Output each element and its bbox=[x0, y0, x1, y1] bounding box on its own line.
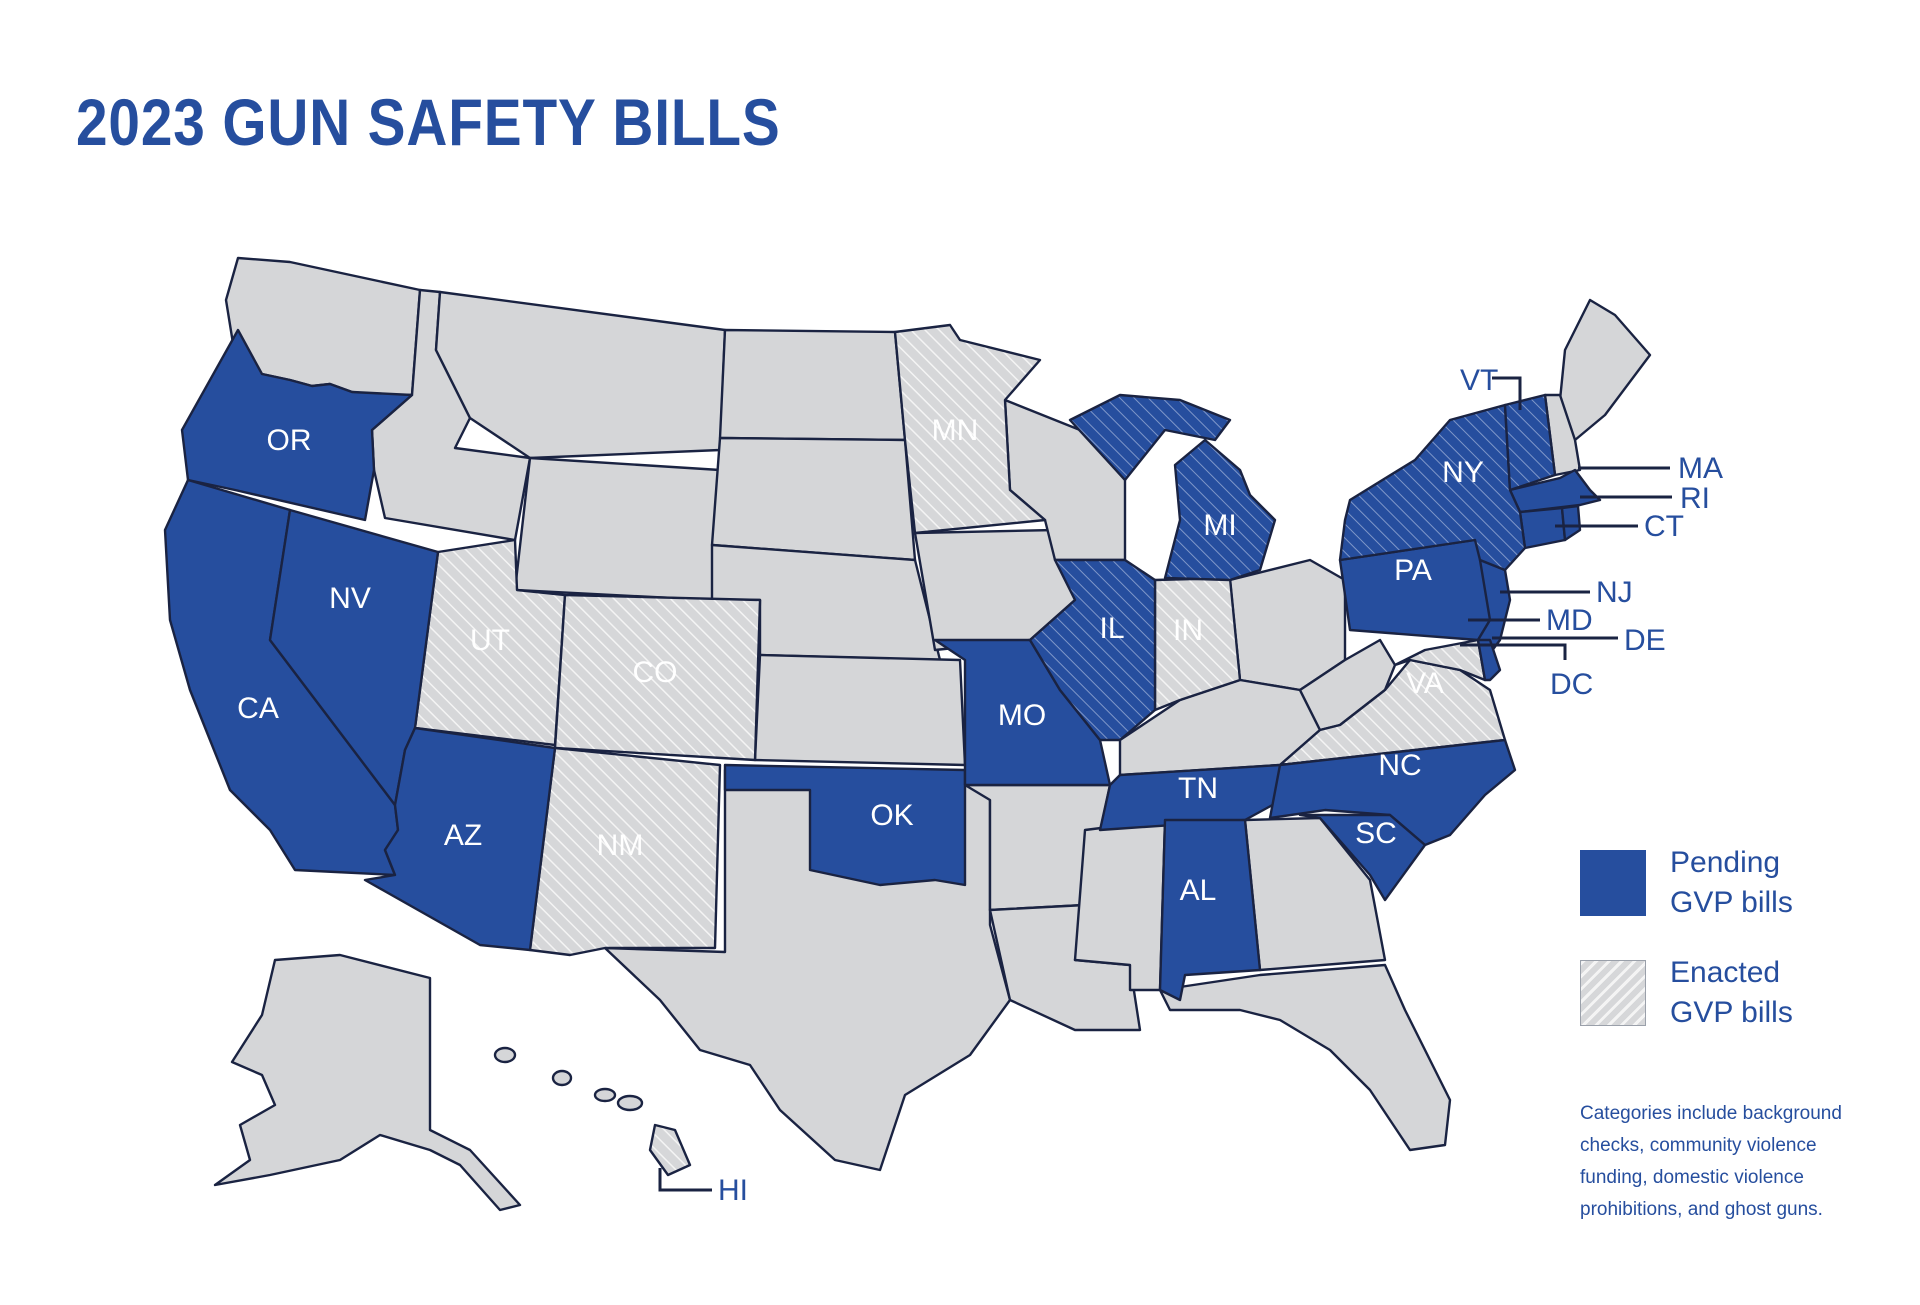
enacted-swatch bbox=[1580, 960, 1646, 1026]
state-CT bbox=[1518, 506, 1567, 550]
label-AL: AL bbox=[1180, 874, 1217, 907]
state-DE bbox=[1476, 638, 1502, 682]
leader-DC bbox=[1460, 643, 1567, 660]
label-PA: PA bbox=[1394, 554, 1432, 587]
state-NY bbox=[1338, 403, 1527, 572]
label-MN: MN bbox=[932, 414, 979, 447]
page-title: 2023 GUN SAFETY BILLS bbox=[76, 85, 781, 159]
label-MD: MD bbox=[1546, 604, 1593, 637]
legend-item-enacted: Enacted GVP bills bbox=[1580, 956, 1830, 1029]
legend: Pending GVP bills Enacted GVP bills bbox=[1580, 846, 1830, 1070]
state-OK bbox=[723, 763, 967, 887]
label-HI: HI bbox=[718, 1174, 748, 1207]
label-CA: CA bbox=[237, 692, 279, 725]
hi-island-4 bbox=[616, 1094, 644, 1112]
label-CT: CT bbox=[1644, 510, 1684, 543]
state-AZ bbox=[363, 726, 557, 952]
label-VT: VT bbox=[1460, 364, 1498, 397]
label-IL: IL bbox=[1099, 612, 1124, 645]
state-HI bbox=[648, 1123, 692, 1177]
legend-pending-label: Pending GVP bills bbox=[1670, 846, 1793, 919]
legend-item-pending: Pending GVP bills bbox=[1580, 846, 1830, 919]
state-WY bbox=[513, 456, 722, 602]
state-AL bbox=[1158, 818, 1262, 1002]
state-MN bbox=[893, 323, 1047, 535]
label-SC: SC bbox=[1355, 817, 1397, 850]
hi-island-3 bbox=[593, 1087, 617, 1103]
state-SD bbox=[710, 436, 917, 562]
state-IL bbox=[1028, 558, 1157, 742]
state-NC bbox=[1268, 738, 1517, 847]
state-CO bbox=[553, 593, 762, 762]
label-NY: NY bbox=[1442, 456, 1484, 489]
label-NJ: NJ bbox=[1596, 576, 1633, 609]
label-DC: DC bbox=[1550, 668, 1593, 701]
label-MO: MO bbox=[998, 699, 1046, 732]
hi-island-2 bbox=[551, 1069, 573, 1087]
state-AK bbox=[213, 953, 522, 1212]
label-NC: NC bbox=[1378, 749, 1421, 782]
label-CO: CO bbox=[633, 656, 678, 689]
state-KS bbox=[753, 653, 967, 767]
label-TN: TN bbox=[1178, 772, 1218, 805]
label-DE: DE bbox=[1624, 624, 1666, 657]
state-ND bbox=[718, 328, 907, 442]
state-RI bbox=[1560, 504, 1582, 542]
label-NV: NV bbox=[329, 582, 371, 615]
label-RI: RI bbox=[1680, 482, 1710, 515]
label-VA: VA bbox=[1406, 667, 1444, 700]
hi-island-1 bbox=[493, 1046, 517, 1064]
label-OR: OR bbox=[267, 424, 312, 457]
label-MA: MA bbox=[1678, 452, 1723, 485]
label-MI: MI bbox=[1203, 509, 1236, 542]
state-ME bbox=[1558, 298, 1652, 442]
legend-enacted-label: Enacted GVP bills bbox=[1670, 956, 1793, 1029]
label-NM: NM bbox=[597, 829, 644, 862]
leader-HI bbox=[658, 1168, 712, 1192]
label-UT: UT bbox=[470, 624, 510, 657]
label-OK: OK bbox=[870, 799, 913, 832]
state-FL bbox=[1158, 963, 1452, 1152]
leader-VT bbox=[1492, 376, 1522, 410]
state-MT bbox=[434, 290, 727, 460]
state-SC bbox=[1298, 813, 1427, 902]
state-MI bbox=[1068, 393, 1277, 582]
state-VT bbox=[1503, 393, 1557, 492]
label-AZ: AZ bbox=[444, 819, 482, 852]
footnote: Categories include background checks, co… bbox=[1580, 1103, 1842, 1220]
pending-swatch bbox=[1580, 850, 1646, 916]
label-IN: IN bbox=[1173, 614, 1203, 647]
